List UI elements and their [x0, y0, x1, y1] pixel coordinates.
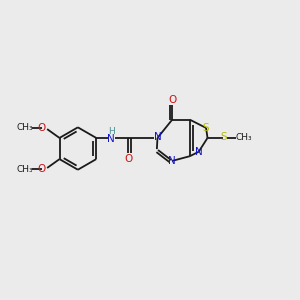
Text: CH₃: CH₃	[16, 165, 33, 174]
Text: O: O	[38, 164, 46, 174]
Text: S: S	[220, 132, 227, 142]
Text: S: S	[203, 123, 209, 133]
Text: CH₃: CH₃	[16, 123, 33, 132]
Text: H: H	[108, 127, 115, 136]
Text: N: N	[195, 147, 203, 157]
Text: O: O	[38, 123, 46, 133]
Text: N: N	[107, 134, 115, 144]
Text: CH₃: CH₃	[236, 134, 252, 142]
Text: N: N	[168, 156, 176, 166]
Text: O: O	[124, 154, 132, 164]
Text: N: N	[154, 132, 161, 142]
Text: O: O	[168, 95, 176, 105]
